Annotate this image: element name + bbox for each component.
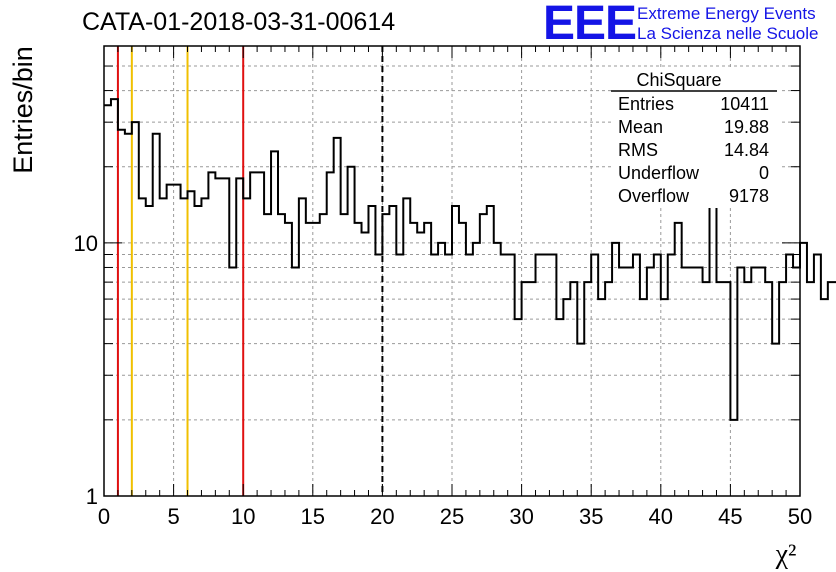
cut-lines [116, 46, 384, 496]
x-tick-label: 30 [509, 504, 533, 529]
stats-label: Mean [618, 117, 663, 137]
x-tick-label: 20 [370, 504, 394, 529]
axis-ticks: 0 5 10 15 20 25 30 35 40 45 50 1 10 [74, 45, 812, 529]
stats-value: 14.84 [724, 140, 769, 160]
eee-logo: EEE [543, 0, 637, 50]
x-tick-label: 5 [167, 504, 179, 529]
stats-value: 19.88 [724, 117, 769, 137]
y-tick-label: 1 [86, 484, 98, 509]
x-tick-label: 50 [788, 504, 812, 529]
stats-box-background [611, 70, 779, 208]
chart-title: CATA-01-2018-03-31-00614 [82, 8, 396, 36]
x-tick-label: 35 [579, 504, 603, 529]
stats-value: 0 [759, 163, 769, 183]
stats-value: 9178 [729, 186, 769, 206]
histogram-line [104, 98, 836, 421]
x-tick-label: 10 [231, 504, 255, 529]
logo-subtitle-2: La Scienza nelle Scuole [637, 24, 819, 43]
stats-box: ChiSquare Entries 10411 Mean 19.88 RMS 14.84 U… [611, 70, 779, 208]
stats-label: RMS [618, 140, 658, 160]
x-tick-label: 0 [98, 504, 110, 529]
x-axis-label: χ² [775, 539, 797, 570]
logo-subtitle-1: Extreme Energy Events [637, 4, 816, 23]
stats-label: Underflow [618, 163, 700, 183]
x-tick-label: 25 [440, 504, 464, 529]
stats-value: 10411 [720, 94, 769, 114]
stats-label: Entries [618, 94, 674, 114]
x-tick-label: 40 [649, 504, 673, 529]
x-tick-label: 15 [301, 504, 325, 529]
x-tick-label: 45 [718, 504, 742, 529]
y-tick-label: 10 [74, 231, 98, 256]
stats-title: ChiSquare [636, 70, 721, 90]
grid [104, 45, 800, 496]
y-axis-label: Entries/bin [8, 46, 38, 174]
stats-label: Overflow [618, 186, 690, 206]
